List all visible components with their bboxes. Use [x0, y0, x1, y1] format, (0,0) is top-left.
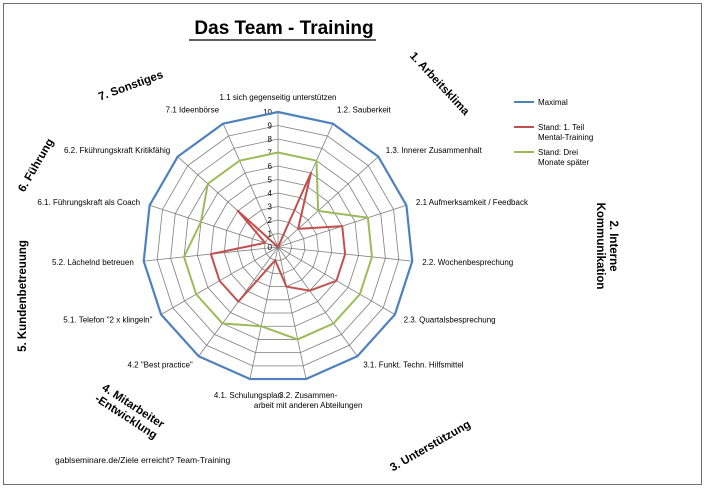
legend-label: Stand: Drei Monate später [538, 148, 589, 167]
series-line [183, 151, 373, 341]
axis-label: 3.2. Zusammen-arbeit mit anderen Abteilu… [254, 391, 363, 410]
tick-label: 10 [263, 108, 272, 117]
grid-ring [197, 165, 359, 327]
tick-label: 8 [268, 135, 273, 144]
axis-label: 7.1 Ideenbörse [166, 106, 220, 115]
tick-label: 3 [268, 203, 273, 212]
legend: Maximal Stand: 1. Teil Mental-Training Stan… [514, 98, 593, 167]
tick-label: 0 [268, 243, 273, 252]
source-text: gablseminare.de/Ziele erreicht? Team-Tra… [55, 455, 231, 465]
grid-ring [183, 152, 373, 340]
series-layer [142, 110, 414, 381]
axis-label: 2.1 Aufmerksamkeit / Feedback [416, 198, 529, 207]
series-line [209, 172, 347, 303]
grid-spoke [149, 204, 279, 248]
category-label: 6. Führung [16, 137, 56, 194]
grid-ring [264, 233, 292, 261]
tick-label: 2 [268, 216, 273, 225]
radial-tick-labels: 0 1 2 3 4 5 6 7 8 9 10 [263, 108, 272, 252]
axis-label: 1.3. Innerer Zusammenhalt [386, 146, 483, 155]
series-line [142, 110, 414, 381]
axis-label: 5.2. Lächelnd betreuen [52, 258, 134, 267]
axis-label: 6.1. Führungskraft als Coach [37, 198, 140, 207]
axis-label: 4.1. Schulungsplan [214, 391, 282, 400]
grid-ring [250, 219, 306, 274]
grid-spoke [222, 123, 279, 248]
tick-label: 6 [268, 162, 273, 171]
category-label: 2. InterneKommunikation [594, 203, 619, 290]
grid-ring [223, 192, 333, 301]
grid-spoke [277, 246, 307, 380]
axis-label: 1.1 sich gegenseitig unterstützen [220, 93, 337, 102]
axis-label: 6.2. Fkührungskraft Kritikfähig [64, 146, 170, 155]
radar-chart: Das Team - Training 0 1 2 3 4 5 6 7 8 9 10 1.1 sic… [16, 18, 619, 475]
category-label: 4. Mitarbeiter-Entwicklung [93, 382, 167, 442]
grid-spoke [277, 246, 358, 357]
chart-area: Das Team - Training 0 1 2 3 4 5 6 7 8 9 10 1.1 sic… [3, 3, 702, 485]
tick-label: 4 [268, 189, 273, 198]
legend-label: Stand: 1. Teil Mental-Training [538, 123, 593, 142]
axis-label: 2.2. Wochenbesprechung [422, 258, 513, 267]
chart-title: Das Team - Training [194, 18, 373, 39]
grid-spoke [277, 156, 379, 248]
tick-label: 1 [268, 230, 273, 239]
axis-label: 2.3. Quartalsbesprechung [404, 316, 496, 325]
tick-label: 5 [268, 176, 273, 185]
legend-label: Maximal [538, 98, 568, 107]
axis-label: 4.2 "Best practice" [128, 360, 193, 369]
category-label: 3. Unterstützung [388, 419, 473, 475]
category-label: 1. Arbeitsklima [407, 50, 472, 118]
category-label: 7. Sonstiges [97, 69, 165, 103]
grid-ring [170, 138, 386, 354]
axis-label: 1.2. Sauberkeit [337, 106, 392, 115]
tick-label: 9 [268, 122, 273, 131]
tick-label: 7 [268, 149, 273, 158]
grid-spoke [249, 246, 279, 380]
axis-label: 5.1. Telefon "2 x klingeln" [63, 316, 152, 325]
axis-label: 3.1. Funkt. Techn. Hilfsmittel [363, 360, 464, 369]
grid-ring [156, 125, 400, 367]
category-label: 5. Kundenbetreuung [17, 240, 29, 352]
